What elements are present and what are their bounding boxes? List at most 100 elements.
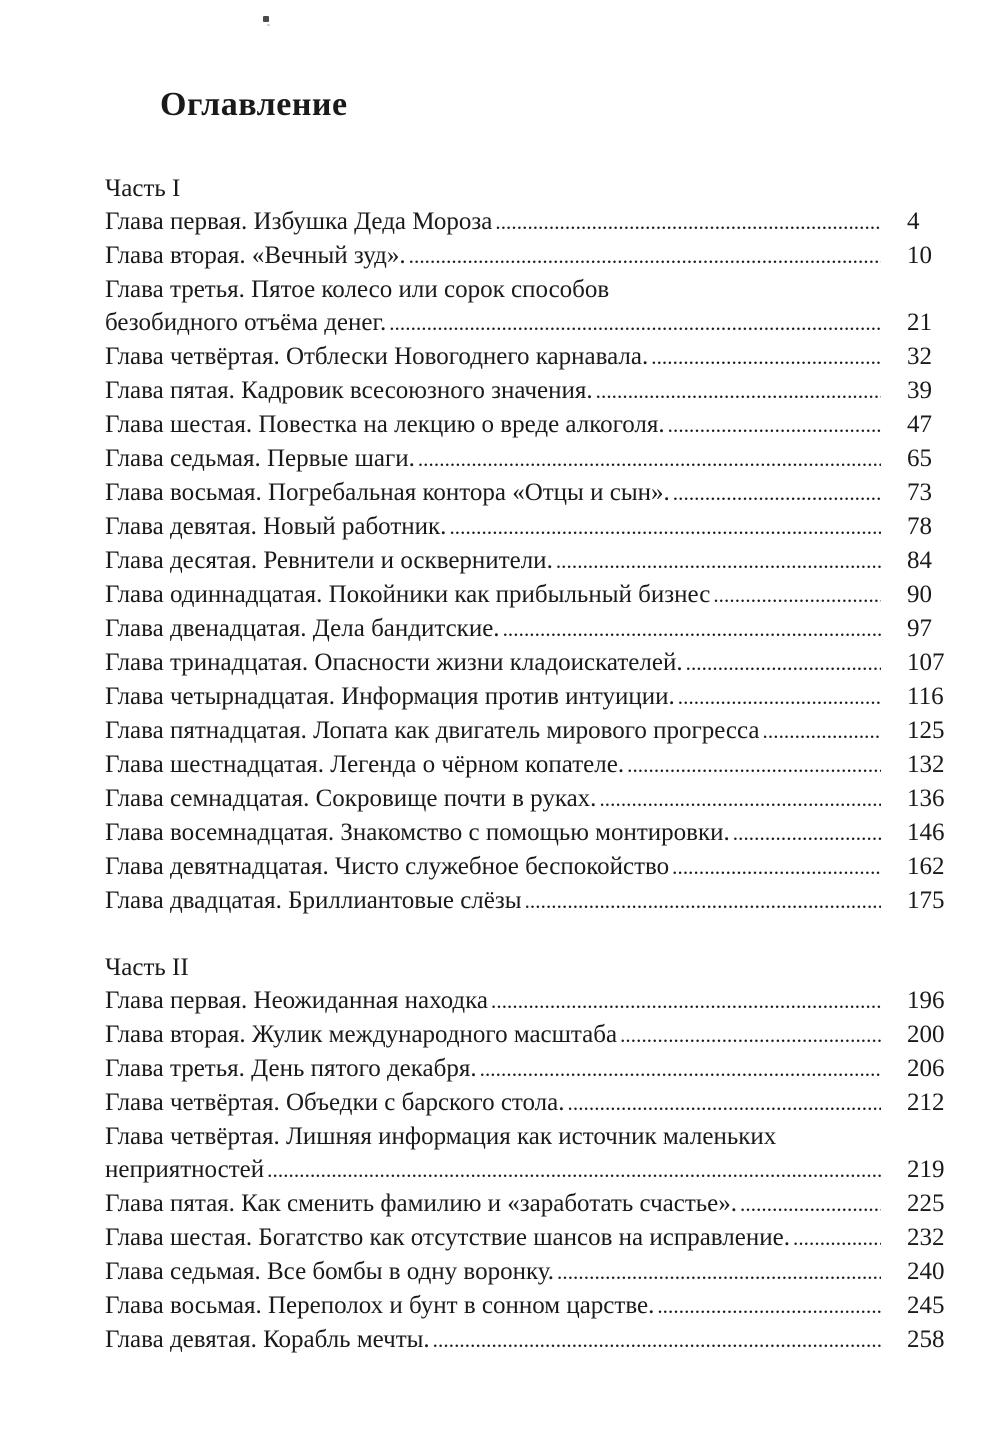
entry-title: Глава вторая. Жулик международного масшт…	[105, 1021, 618, 1048]
dot-leader	[491, 984, 881, 1018]
toc-entry-row: Глава четвёртая. Объедки с барского стол…	[105, 1086, 953, 1120]
toc-entry-row: Глава девятая. Новый работник. 78	[105, 510, 953, 544]
dot-leader	[627, 748, 881, 782]
page-number: 47	[907, 411, 932, 438]
section-heading: Часть I	[105, 175, 181, 202]
toc-entry-row: Глава вторая. «Вечный зуд». 10	[105, 239, 953, 273]
entry-title: Глава пятнадцатая. Лопата как двигатель …	[105, 717, 760, 744]
page-number: 116	[907, 683, 944, 710]
page-number: 4	[907, 208, 920, 235]
toc-sections: Часть I Глава первая. Избушка Деда Мороза…	[105, 172, 953, 1357]
page-number: 162	[907, 853, 945, 880]
entry-title: Глава семнадцатая. Сокровище почти в рук…	[105, 785, 597, 812]
toc-entry-row: Глава вторая. Жулик международного масшт…	[105, 1018, 953, 1052]
dot-leader	[678, 680, 881, 714]
toc-section: Часть I Глава первая. Избушка Деда Мороза…	[105, 172, 953, 918]
toc-entry-row: Глава пятая. Кадровик всесоюзного значен…	[105, 374, 953, 408]
dot-leader	[267, 1153, 881, 1187]
page-number: 245	[907, 1292, 945, 1319]
page-number: 146	[907, 819, 945, 846]
entry-title: Глава третья. Пятое колесо или сорок спо…	[105, 276, 610, 303]
page-number: 39	[907, 377, 932, 404]
page-number: 258	[907, 1326, 945, 1353]
page-number: 21	[907, 309, 932, 336]
toc-entry-row: Глава первая. Неожиданная находка 196	[105, 984, 953, 1018]
dot-leader	[449, 510, 881, 544]
dot-leader	[620, 1018, 881, 1052]
entry-title: Глава двенадцатая. Дела бандитские.	[105, 615, 500, 642]
page-number: 219	[907, 1156, 945, 1183]
toc-entry-row: Глава девятая. Корабль мечты. 258	[105, 1323, 953, 1357]
dot-leader	[740, 1187, 881, 1221]
entry-title: Глава вторая. «Вечный зуд».	[105, 242, 406, 269]
entry-title: Глава четвёртая. Объедки с барского стол…	[105, 1089, 565, 1116]
dot-leader	[686, 646, 881, 680]
toc-entry-row: Глава пятая. Как сменить фамилию и «зара…	[105, 1187, 953, 1221]
toc-entry-row: неприятностей 219	[105, 1153, 953, 1187]
toc-entry-row: Глава тринадцатая. Опасности жизни кладо…	[105, 646, 953, 680]
dot-leader	[556, 544, 881, 578]
dot-leader	[713, 578, 881, 612]
dot-leader	[596, 374, 881, 408]
dot-leader	[599, 782, 881, 816]
entry-title: безобидного отъёма денег.	[105, 309, 387, 336]
toc-entry-row: Глава четвёртая. Лишняя информация как и…	[105, 1120, 953, 1153]
toc-entry-row: Глава четырнадцатая. Информация против и…	[105, 680, 953, 714]
toc-section: Часть II Глава первая. Неожиданная находк…	[105, 951, 953, 1357]
toc-entry-row: Глава шестая. Богатство как отсутствие ш…	[105, 1221, 953, 1255]
entry-title: Глава десятая. Ревнители и осквернители.	[105, 547, 553, 574]
page-number: 65	[907, 445, 932, 472]
entry-title: Глава двадцатая. Бриллиантовые слёзы	[105, 887, 522, 914]
dot-leader	[733, 816, 881, 850]
dot-leader	[389, 306, 881, 340]
toc-entry-row: безобидного отъёма денег. 21	[105, 306, 953, 340]
page-number: 206	[907, 1055, 945, 1082]
entry-title: Глава восьмая. Погребальная контора «Отц…	[105, 479, 670, 506]
toc-entry-row: Глава семнадцатая. Сокровище почти в рук…	[105, 782, 953, 816]
entry-title: Глава седьмая. Первые шаги.	[105, 445, 415, 472]
toc-entry-row: Глава двадцатая. Бриллиантовые слёзы 175	[105, 884, 953, 918]
page-number: 107	[907, 649, 945, 676]
toc-entry-row: Глава седьмая. Все бомбы в одну воронку.…	[105, 1255, 953, 1289]
dot-leader	[793, 1221, 881, 1255]
toc-entry-row: Глава восьмая. Погребальная контора «Отц…	[105, 476, 953, 510]
page-title: Оглавление	[160, 86, 348, 123]
toc-entry-row: Глава шестнадцатая. Легенда о чёрном коп…	[105, 748, 953, 782]
toc-entry-row: Глава восемнадцатая. Знакомство с помощь…	[105, 816, 953, 850]
page-number: 84	[907, 547, 932, 574]
dot-leader	[433, 1323, 881, 1357]
toc-entry-row: Глава третья. День пятого декабря. 206	[105, 1052, 953, 1086]
toc-entry-row: Глава пятнадцатая. Лопата как двигатель …	[105, 714, 953, 748]
entry-title: Глава восемнадцатая. Знакомство с помощь…	[105, 819, 730, 846]
toc-entry-row: Глава шестая. Повестка на лекцию о вреде…	[105, 408, 953, 442]
dot-leader	[409, 239, 881, 273]
entry-title: Глава шестая. Повестка на лекцию о вреде…	[105, 411, 665, 438]
entry-title: Глава одиннадцатая. Покойники как прибыл…	[105, 581, 711, 608]
dot-leader	[763, 714, 881, 748]
table-of-contents: Оглавление Часть I Глава первая. Избушка …	[105, 0, 953, 1357]
toc-entry-row: Глава одиннадцатая. Покойники как прибыл…	[105, 578, 953, 612]
page-number: 10	[907, 242, 932, 269]
toc-entry-row: Глава первая. Избушка Деда Мороза 4	[105, 205, 953, 239]
entry-title: Глава первая. Неожиданная находка	[105, 987, 488, 1014]
entry-title: Глава четвёртая. Отблески Новогоднего ка…	[105, 343, 649, 370]
section-heading: Часть II	[105, 954, 189, 981]
toc-entry-row: Глава третья. Пятое колесо или сорок спо…	[105, 273, 953, 306]
dot-leader	[673, 476, 881, 510]
entry-title: Глава пятая. Кадровик всесоюзного значен…	[105, 377, 593, 404]
dot-leader	[418, 442, 881, 476]
page-number: 78	[907, 513, 932, 540]
page-number: 32	[907, 343, 932, 370]
entry-title: Глава первая. Избушка Деда Мороза	[105, 208, 493, 235]
dot-leader	[480, 1052, 881, 1086]
dot-leader	[525, 884, 881, 918]
entry-title: Глава четырнадцатая. Информация против и…	[105, 683, 675, 710]
entry-title: Глава тринадцатая. Опасности жизни кладо…	[105, 649, 683, 676]
page-number: 175	[907, 887, 945, 914]
dot-leader	[503, 612, 881, 646]
dot-leader	[495, 205, 881, 239]
dot-leader	[668, 408, 881, 442]
page-number: 212	[907, 1089, 945, 1116]
page-number: 132	[907, 751, 945, 778]
page-number: 125	[907, 717, 945, 744]
